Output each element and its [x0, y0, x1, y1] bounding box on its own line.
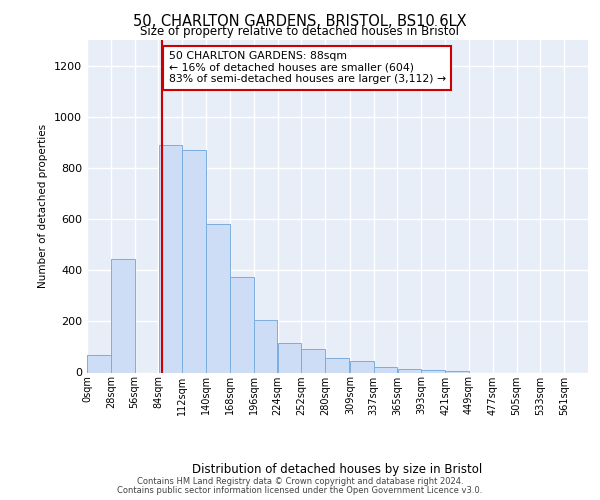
Bar [325, 358, 349, 372]
Bar [111, 258, 134, 372]
Bar [206, 224, 230, 372]
Bar [374, 368, 397, 372]
Bar [158, 145, 182, 372]
Text: Size of property relative to detached houses in Bristol: Size of property relative to detached ho… [140, 25, 460, 38]
Bar [254, 320, 277, 372]
Bar [278, 343, 301, 372]
Text: Distribution of detached houses by size in Bristol: Distribution of detached houses by size … [192, 463, 482, 476]
Bar [301, 350, 325, 372]
Bar [421, 370, 445, 372]
Bar [398, 370, 421, 372]
Text: Contains HM Land Registry data © Crown copyright and database right 2024.: Contains HM Land Registry data © Crown c… [137, 478, 463, 486]
Y-axis label: Number of detached properties: Number of detached properties [38, 124, 49, 288]
Text: Contains public sector information licensed under the Open Government Licence v3: Contains public sector information licen… [118, 486, 482, 495]
Bar [350, 361, 374, 372]
Text: 50 CHARLTON GARDENS: 88sqm
← 16% of detached houses are smaller (604)
83% of sem: 50 CHARLTON GARDENS: 88sqm ← 16% of deta… [169, 51, 446, 84]
Text: 50, CHARLTON GARDENS, BRISTOL, BS10 6LX: 50, CHARLTON GARDENS, BRISTOL, BS10 6LX [133, 14, 467, 29]
Bar [87, 354, 110, 372]
Bar [230, 276, 254, 372]
Bar [445, 371, 469, 372]
Bar [182, 150, 206, 372]
